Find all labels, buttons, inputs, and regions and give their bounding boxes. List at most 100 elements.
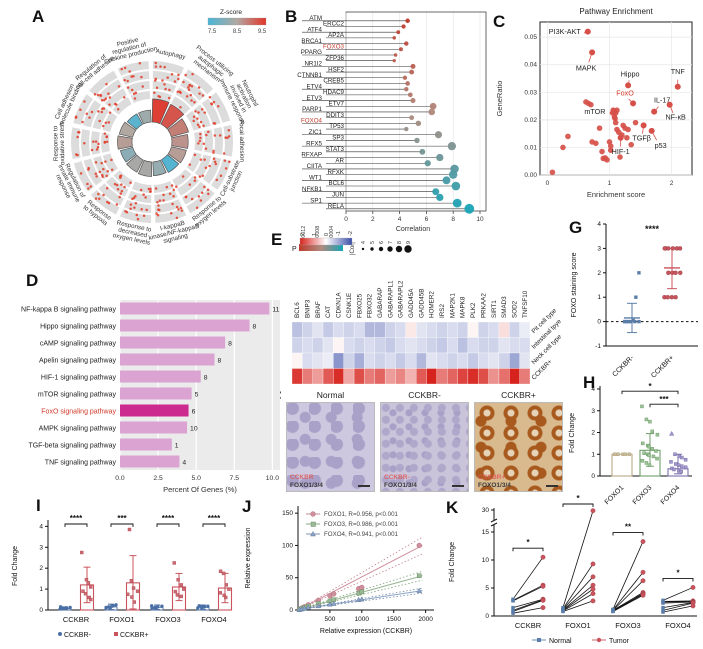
svg-text:0: 0 — [597, 319, 601, 326]
svg-text:-2: -2 — [348, 231, 354, 236]
svg-text:4: 4 — [182, 460, 186, 467]
svg-text:FOXO4, R=0.941, p<0.001: FOXO4, R=0.941, p<0.001 — [324, 531, 399, 538]
svg-text:4: 4 — [597, 221, 601, 228]
svg-text:NF-κB: NF-κB — [665, 113, 686, 122]
svg-text:10: 10 — [190, 426, 198, 433]
svg-text:AMPK signaling pathway: AMPK signaling pathway — [39, 426, 117, 433]
svg-text:7: 7 — [388, 241, 394, 244]
panel-d-letter: D — [26, 271, 39, 290]
svg-text:CCKBR: CCKBR — [515, 621, 542, 630]
panel-k-paired-plot: 0 5 10 15 30 * CCKBR * FOXO1 ** FOXO3 * FOXO4 Fold Ch… — [449, 494, 697, 645]
svg-text:3: 3 — [591, 408, 595, 415]
svg-text:*: * — [576, 494, 580, 503]
svg-text:Correlation: Correlation — [396, 226, 430, 233]
svg-text:2.5: 2.5 — [153, 475, 163, 482]
svg-text:50: 50 — [286, 575, 294, 582]
svg-text:2: 2 — [597, 270, 601, 277]
svg-text:0.04: 0.04 — [524, 62, 537, 69]
ihc-image-title: Normal — [316, 390, 345, 400]
svg-text:CDKN1A: CDKN1A — [336, 292, 343, 318]
svg-text:CIITA: CIITA — [307, 163, 323, 170]
panel-b-lollipop-chart: 0 2 4 6 8 10ATMERCC2ATF4AP2ABRCA1FOXO3PPARGZF… — [292, 11, 487, 255]
svg-text:30: 30 — [482, 507, 490, 514]
svg-text:PLK2: PLK2 — [470, 302, 477, 318]
svg-text:Fold Change: Fold Change — [12, 546, 19, 586]
svg-text:CSNK1E: CSNK1E — [346, 293, 353, 318]
panel-e-letter: E — [271, 230, 283, 249]
svg-text:FOXO4: FOXO4 — [301, 118, 323, 125]
svg-text:6: 6 — [379, 241, 385, 244]
svg-text:-1: -1 — [595, 343, 601, 350]
panel-f-ihc-images: Normal CCKBR FOXO1/3/4 CCKBR- CCKBR- FOXO1/3/… — [286, 390, 563, 492]
svg-text:7.5: 7.5 — [230, 475, 240, 482]
svg-text:5.0: 5.0 — [191, 475, 201, 482]
svg-text:1: 1 — [175, 443, 179, 450]
svg-text:P: P — [292, 246, 297, 253]
svg-text:100: 100 — [282, 542, 293, 549]
svg-text:NFKB1: NFKB1 — [302, 186, 323, 193]
svg-text:Hippo signaling pathway: Hippo signaling pathway — [40, 324, 116, 331]
svg-text:TGF-beta signaling pathway: TGF-beta signaling pathway — [28, 443, 116, 450]
svg-text:150: 150 — [282, 510, 293, 517]
svg-text:1: 1 — [39, 586, 43, 593]
svg-text:GeneRatio: GeneRatio — [495, 81, 504, 117]
svg-text:2: 2 — [300, 233, 306, 236]
svg-text:BRAF: BRAF — [315, 301, 322, 318]
svg-text:*: * — [676, 568, 680, 577]
svg-text:Response to: Response to — [52, 125, 60, 161]
svg-text:CCKBR-: CCKBR- — [64, 632, 92, 639]
svg-text:GADD45A: GADD45A — [408, 288, 415, 318]
svg-text:Hippo: Hippo — [621, 69, 640, 78]
svg-text:FOXO3, R=0.986, p<0.001: FOXO3, R=0.986, p<0.001 — [324, 521, 399, 528]
svg-text:2000: 2000 — [418, 616, 433, 623]
svg-text:CAT: CAT — [325, 306, 332, 318]
svg-text:RELA: RELA — [328, 203, 345, 210]
svg-text:FOXO4: FOXO4 — [665, 621, 690, 630]
svg-text:4: 4 — [39, 523, 43, 530]
svg-text:8: 8 — [204, 375, 208, 382]
svg-text:Focal adhesion: Focal adhesion — [238, 119, 246, 162]
svg-text:FOXO3: FOXO3 — [155, 615, 180, 624]
svg-text:4: 4 — [591, 386, 595, 393]
svg-text:ETV4: ETV4 — [307, 83, 323, 90]
svg-text:0.0008: 0.0008 — [315, 226, 321, 242]
svg-text:ETV3: ETV3 — [307, 95, 323, 102]
svg-text:0.00: 0.00 — [524, 172, 537, 179]
panel-c-letter: C — [493, 12, 506, 31]
svg-text:0: 0 — [546, 180, 550, 187]
svg-text:11: 11 — [272, 307, 279, 314]
svg-text:1: 1 — [591, 451, 595, 458]
svg-text:TGFβ: TGFβ — [632, 133, 651, 142]
svg-text:Tumor: Tumor — [609, 638, 630, 645]
svg-text:BNIP3: BNIP3 — [305, 299, 312, 318]
ihc-micrograph: CCKBR+ FOXO1/3/4 — [474, 402, 563, 492]
ihc-marker-label: CCKBR — [290, 474, 314, 481]
svg-text:Autophagy: Autophagy — [155, 48, 187, 61]
panel-e-heatmap: 2 1 0 -1 -2 BCL6 BNIP3 BRAF CAT CDKN1A CSNK1E FBXO2… — [291, 231, 563, 385]
svg-text:4: 4 — [361, 241, 367, 244]
svg-text:STAT3: STAT3 — [326, 146, 345, 153]
svg-text:ZFP36: ZFP36 — [325, 55, 344, 62]
svg-text:0.05: 0.05 — [524, 34, 537, 41]
svg-text:15: 15 — [482, 529, 490, 536]
svg-text:TNF signaling pathway: TNF signaling pathway — [45, 460, 117, 467]
svg-text:8: 8 — [397, 241, 403, 244]
svg-text:0: 0 — [485, 613, 489, 620]
svg-text:HOMER2: HOMER2 — [429, 291, 436, 318]
ihc-image-CCKBR-: CCKBR- CCKBR- FOXO1/3/4 — [380, 390, 469, 492]
svg-text:FBXO32: FBXO32 — [367, 293, 374, 318]
svg-text:4: 4 — [398, 216, 402, 223]
svg-text:2: 2 — [39, 565, 43, 572]
svg-text:0.02: 0.02 — [524, 117, 537, 124]
svg-text:GABARAP: GABARAP — [377, 288, 384, 318]
svg-text:ERCC2: ERCC2 — [323, 21, 345, 28]
ihc-marker-label: CCKBR+ — [478, 474, 506, 481]
svg-text:RFXK: RFXK — [327, 169, 344, 176]
svg-text:8.5: 8.5 — [233, 29, 242, 35]
svg-text:8: 8 — [217, 358, 221, 365]
svg-text:FOXO1, R=0.956, p<0.001: FOXO1, R=0.956, p<0.001 — [324, 511, 399, 518]
svg-text:Percent Of Genes (%): Percent Of Genes (%) — [163, 485, 237, 494]
svg-text:HIF-1 signaling pathway: HIF-1 signaling pathway — [41, 375, 117, 382]
